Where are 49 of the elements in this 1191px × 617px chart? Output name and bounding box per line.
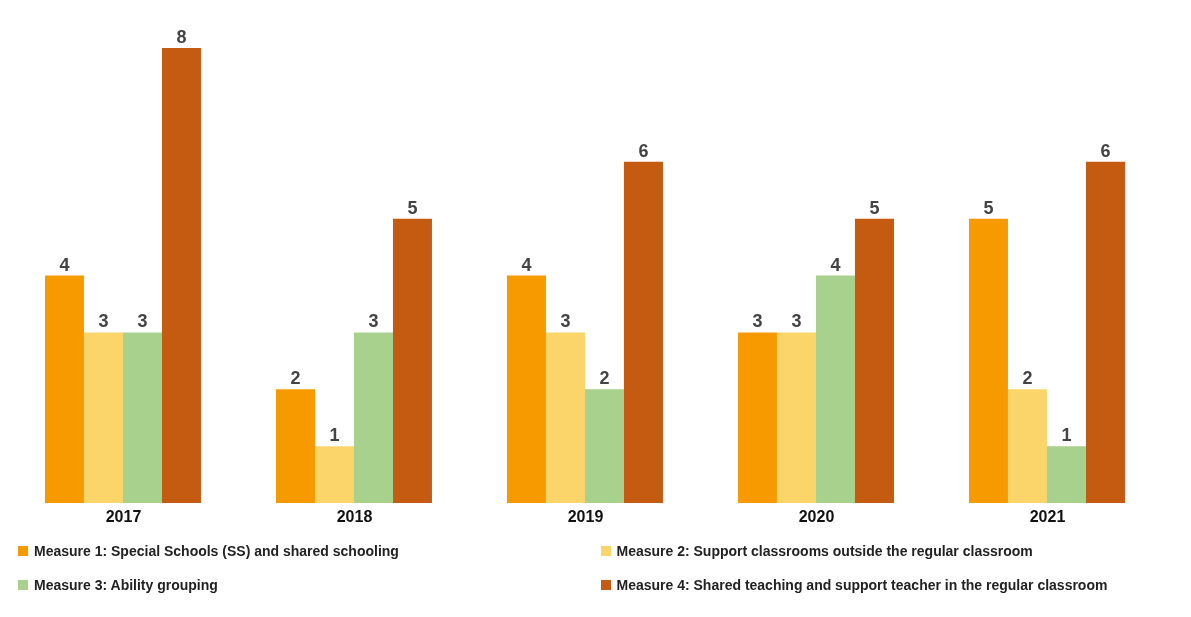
bar (506, 275, 546, 503)
data-label: 5 (869, 197, 880, 218)
data-label: 3 (137, 311, 148, 332)
bar (584, 389, 624, 503)
bar (1007, 389, 1047, 503)
bar (353, 332, 393, 503)
data-label: 3 (791, 311, 802, 332)
data-label: 6 (638, 140, 649, 161)
x-tick-label: 2017 (105, 508, 142, 526)
bar (314, 446, 354, 503)
data-label: 2 (1022, 368, 1033, 389)
data-label: 1 (329, 425, 340, 446)
bar (623, 161, 663, 503)
x-tick-label: 2021 (1029, 508, 1066, 526)
data-label: 2 (290, 368, 301, 389)
data-label: 1 (1061, 425, 1072, 446)
bar (737, 332, 777, 503)
x-tick-label: 2018 (336, 508, 373, 526)
data-label: 3 (560, 311, 571, 332)
bar (854, 218, 894, 503)
data-label: 4 (830, 254, 841, 275)
bar (968, 218, 1008, 503)
data-label: 3 (368, 311, 379, 332)
bar (161, 48, 201, 503)
x-tick-label: 2019 (567, 508, 604, 526)
bar (122, 332, 162, 503)
bar (815, 275, 855, 503)
data-label: 4 (521, 254, 532, 275)
legend-label: Measure 4: Shared teaching and support teacher in the regular classroom (616, 577, 1108, 593)
bar (44, 275, 84, 503)
bar (275, 389, 315, 503)
data-label: 8 (176, 27, 187, 47)
legend-label: Measure 1: Special Schools (SS) and shared schooling (34, 543, 399, 559)
legend-label: Measure 2: Support classrooms outside the regular classroom (616, 543, 1033, 559)
bar (545, 332, 585, 503)
x-tick-label: 2020 (798, 508, 835, 526)
data-label: 5 (983, 197, 994, 218)
bar (1046, 446, 1086, 503)
bar (392, 218, 432, 503)
data-label: 3 (752, 311, 763, 332)
data-label: 2 (599, 368, 610, 389)
legend-label: Measure 3: Ability grouping (34, 577, 218, 593)
data-label: 3 (98, 311, 109, 332)
data-label: 6 (1100, 140, 1111, 161)
data-label: 5 (407, 197, 418, 218)
bar (776, 332, 816, 503)
bar (1085, 161, 1125, 503)
data-label: 4 (59, 254, 70, 275)
bar (83, 332, 123, 503)
